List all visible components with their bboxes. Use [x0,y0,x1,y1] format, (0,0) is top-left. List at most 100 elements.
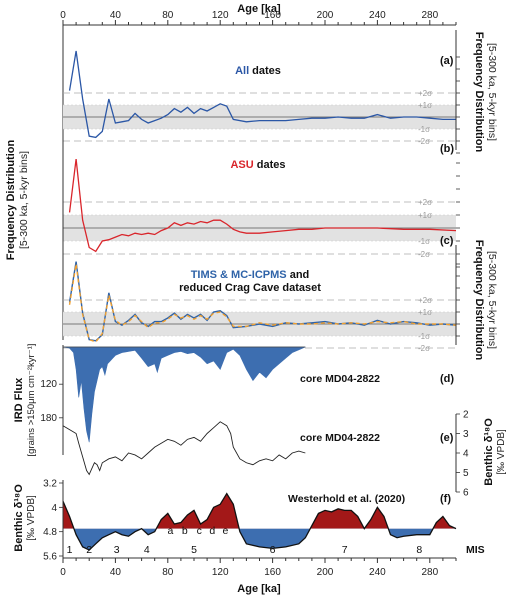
bottom-tick-label: 120 [212,567,229,578]
sigma-label: -1σ [418,332,430,341]
bottom-tick-label: 40 [110,567,122,578]
mis-stage-label: 2 [86,544,92,556]
panel-a-tag: (a) [440,55,454,67]
bottom-tick-label: 280 [421,567,438,578]
panel-c-title-line1: TIMS & MC-ICPMS and [191,269,310,281]
panel-b-title: ASU dates [230,159,285,171]
panel-f-ylabel-line1: Benthic δ¹⁸O [13,484,25,552]
sigma-label: +1σ [418,211,432,220]
freq-axis-title-left: Frequency Distribution [5-300 ka, 5-kyr … [5,140,30,261]
panel-f: 3.244.85.6 Westerhold et al. (2020) (f) … [13,479,485,563]
panel-c: (c) TIMS & MC-ICPMS and reduced Crag Cav… [63,235,460,349]
top-tick-label: 80 [162,10,174,21]
freq-axis-title-right-top: Frequency Distribution [5-300 ka, 5-kyr … [473,32,498,153]
panel-c-line-tims [68,261,457,342]
bottom-tick-label: 200 [317,567,334,578]
freq-title-left-line1: Frequency Distribution [5,140,17,261]
panel-f-ylabel: Benthic δ¹⁸O [‰ VPDB] [13,484,37,552]
panel-f-ytick-label: 3.2 [43,479,57,490]
freq-title-right-top-line2: [5-300 ka, 5-kyr bins] [486,43,498,141]
panel-f-ytick-label: 4 [51,503,57,514]
mis-labels: 1 2 3 4 5 6 7 8 a b c d e [67,525,423,556]
sigma-label: -1σ [418,125,430,134]
bottom-axis-title: Age [ka] [237,583,281,595]
freq-title-right-top-line1: Frequency Distribution [473,32,485,153]
bottom-tick-label: 0 [60,567,66,578]
panel-e-ytick-label: 6 [463,488,469,499]
mis-stage-label: 5 [191,544,197,556]
panel-e-ylabel-line2: [‰ VPDB] [496,429,507,475]
panel-d-tag: (d) [440,373,454,385]
panel-e-ylabel: Benthic δ¹⁸O [‰ VPDB] [483,418,507,486]
top-tick-label: 40 [110,10,122,21]
top-tick-label: 120 [212,10,229,21]
sigma-label: +2σ [418,89,432,98]
panel-d-label: core MD04-2822 [300,373,380,385]
mis-stage-label: 1 [67,544,73,556]
mis-stage-label: 6 [270,544,276,556]
panel-e-line [62,421,306,476]
panel-c-tag: (c) [440,235,454,247]
mis-axis-label: MIS [466,544,485,556]
panel-e-ytick-label: 5 [463,468,469,479]
mis-stage-label: 7 [342,544,348,556]
panel-d-ytick-label: 120 [40,379,57,390]
panel-b-line [68,159,457,253]
panel-e-label: core MD04-2822 [300,432,380,444]
bottom-x-axis: Age [ka] 0 40 80 120 160 200 240 280 [60,557,457,595]
bottom-tick-label: 240 [369,567,386,578]
sigma-label: -2σ [418,137,430,146]
panel-a-sigma-band [63,56,460,154]
panel-c-title-line2: reduced Crag Cave dataset [179,282,321,294]
panel-d-ytick-label: 180 [40,413,57,424]
top-x-axis: Age [ka] 0 40 80 120 160 200 240 280 [60,3,457,26]
mis-substage-label: e [223,525,229,537]
panel-a-title-rest: dates [249,65,281,77]
panel-f-ylabel-line2: [‰ VPDB] [26,495,37,541]
panel-f-cold-area [63,528,456,550]
panel-d-ylabel-line2: [grains >150μm cm⁻²kyr⁻¹] [26,344,37,457]
freq-title-right-bottom-line1: Frequency Distribution [473,240,485,361]
freq-title-left-line2: [5-300 ka, 5-kyr bins] [18,151,30,249]
mis-substage-label: d [209,525,215,537]
panel-a: (a) All dates [63,30,460,154]
sigma-label: +1σ [418,101,432,110]
panel-e-ytick-label: 3 [463,429,469,440]
panel-f-yticks: 3.2 4 4.8 5.6 [43,479,63,563]
mis-stage-label: 8 [416,544,422,556]
panel-e-ytick-label: 2 [463,410,469,421]
top-axis-title: Age [ka] [237,3,281,15]
freq-title-right-bottom-line2: [5-300 ka, 5-kyr bins] [486,251,498,349]
mis-stage-label: 4 [144,544,150,556]
bottom-tick-label: 160 [264,567,281,578]
panel-b-title-word: ASU [230,159,253,171]
panel-d-ylabel: IRD Flux [grains >150μm cm⁻²kyr⁻¹] [13,344,37,457]
top-tick-group: 0 40 80 120 160 200 240 280 [60,10,457,25]
panel-d-yticks: 120 180 [40,346,306,424]
top-tick-label: 160 [264,10,281,21]
sigma-label: -1σ [418,237,430,246]
panel-c-title-part2: and [287,269,310,281]
sigma-labels: +2σ +1σ -1σ -2σ +2σ +1σ -1σ -2σ +2σ +1σ -1σ -2σ [418,89,432,353]
panel-a-title-word: All [235,65,249,77]
panel-f-tag: (f) [440,493,451,505]
panel-d-ird-area [62,346,306,443]
sigma-label: +1σ [418,308,432,317]
sigma-label: -2σ [418,344,430,353]
sigma-label: +2σ [418,198,432,207]
panel-a-line [68,50,456,139]
panel-b: (b) ASU dates [62,140,460,268]
mis-stage-label: 3 [114,544,120,556]
bottom-tick-group: 0 40 80 120 160 200 240 280 [60,558,457,578]
panel-c-title-part1: TIMS & MC-ICPMS [191,269,287,281]
panel-e: 2 3 4 5 6 core MD04-2822 (e) Benthic δ¹⁸O [‰… [62,410,507,499]
top-tick-label: 0 [60,10,66,21]
panel-b-title-rest: dates [254,159,286,171]
bottom-tick-label: 80 [162,567,174,578]
panel-d: 120 180 core MD04-2822 (d) IRD Flux [grai… [13,344,454,457]
top-tick-label: 200 [317,10,334,21]
panel-b-sigma-band [63,162,460,268]
panel-c-line-reduced [68,263,457,343]
top-tick-label: 280 [421,10,438,21]
panel-f-ytick-label: 4.8 [43,527,57,538]
